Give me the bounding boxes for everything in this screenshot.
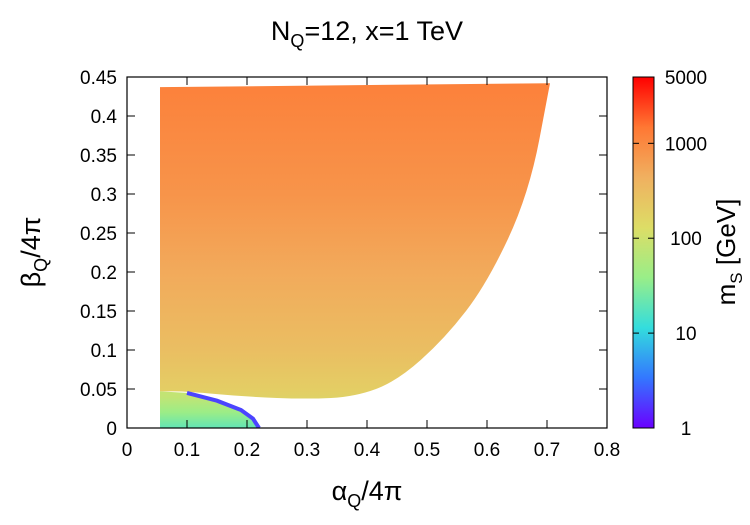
y-axis-label: βQ/4π [16, 217, 51, 288]
colorbar-tick-label: 100 [670, 229, 702, 250]
y-tick-label: 0.2 [91, 263, 117, 284]
x-tick-label: 0.2 [234, 440, 260, 461]
y-tick-label: 0.3 [91, 185, 117, 206]
x-tick-label: 0 [122, 440, 133, 461]
x-tick-label: 0.5 [414, 440, 440, 461]
x-tick-label: 0.7 [534, 440, 560, 461]
small-region-edge [186, 390, 261, 428]
y-tick-label: 0.25 [80, 224, 117, 245]
small-allowed-region [160, 391, 259, 428]
chart-title: NQ=12, x=1 TeV [271, 16, 463, 51]
x-tick-label: 0.8 [594, 440, 620, 461]
y-tick-label: 0.4 [91, 107, 118, 128]
x-tick-label: 0.3 [294, 440, 320, 461]
colorbar-label: mS [GeV] [711, 199, 746, 306]
colorbar-tick-label: 1000 [665, 134, 707, 155]
x-tick-label: 0.1 [174, 440, 200, 461]
y-tick-label: 0.35 [80, 146, 117, 167]
x-axis-label: αQ/4π [332, 476, 403, 511]
colorbar-ticks: 1 10 100 1000 5000 [633, 68, 707, 440]
x-tick-label: 0.4 [354, 440, 381, 461]
y-tick-label: 0.05 [80, 380, 117, 401]
y-tick-label: 0.45 [80, 68, 117, 89]
y-tick-label: 0 [106, 419, 117, 440]
x-axis-ticks: 0 0.1 0.2 0.3 0.4 0.5 0.6 0.7 0.8 [122, 77, 620, 461]
colorbar-tick-label: 10 [675, 324, 696, 345]
main-allowed-region [160, 83, 550, 399]
y-tick-label: 0.15 [80, 302, 117, 323]
colorbar-tick-label: 5000 [665, 68, 707, 89]
y-axis-ticks: 0 0.05 0.1 0.15 0.2 0.25 0.3 0.35 0.4 0.45 [80, 68, 607, 440]
colorbar [632, 76, 655, 429]
x-tick-label: 0.6 [474, 440, 500, 461]
y-tick-label: 0.1 [91, 341, 117, 362]
colorbar-tick-label: 1 [681, 419, 692, 440]
